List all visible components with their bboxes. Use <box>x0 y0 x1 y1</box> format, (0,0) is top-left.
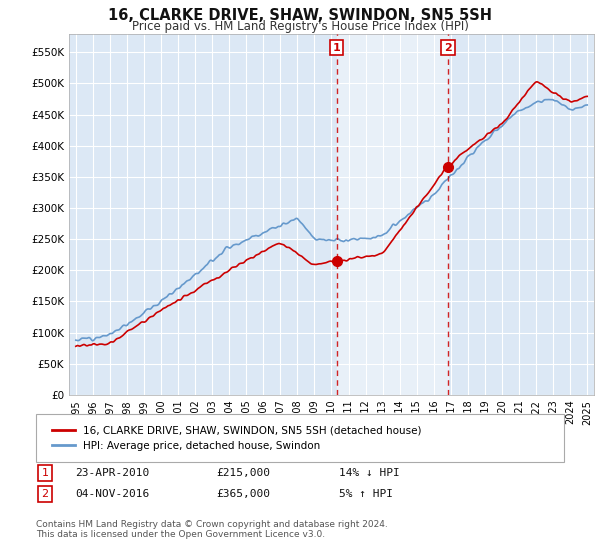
Text: 1: 1 <box>41 468 49 478</box>
Text: £215,000: £215,000 <box>216 468 270 478</box>
Legend: 16, CLARKE DRIVE, SHAW, SWINDON, SN5 5SH (detached house), HPI: Average price, d: 16, CLARKE DRIVE, SHAW, SWINDON, SN5 5SH… <box>46 421 427 456</box>
Bar <box>337 34 448 395</box>
Text: 23-APR-2010: 23-APR-2010 <box>75 468 149 478</box>
Text: Price paid vs. HM Land Registry's House Price Index (HPI): Price paid vs. HM Land Registry's House … <box>131 20 469 32</box>
Text: 16, CLARKE DRIVE, SHAW, SWINDON, SN5 5SH: 16, CLARKE DRIVE, SHAW, SWINDON, SN5 5SH <box>108 8 492 24</box>
Text: 04-NOV-2016: 04-NOV-2016 <box>75 489 149 499</box>
Text: 2: 2 <box>444 43 452 53</box>
Text: 2: 2 <box>41 489 49 499</box>
FancyBboxPatch shape <box>36 414 564 462</box>
Text: Contains HM Land Registry data © Crown copyright and database right 2024.
This d: Contains HM Land Registry data © Crown c… <box>36 520 388 539</box>
Text: 1: 1 <box>333 43 341 53</box>
Text: 5% ↑ HPI: 5% ↑ HPI <box>339 489 393 499</box>
Text: £365,000: £365,000 <box>216 489 270 499</box>
Text: 14% ↓ HPI: 14% ↓ HPI <box>339 468 400 478</box>
